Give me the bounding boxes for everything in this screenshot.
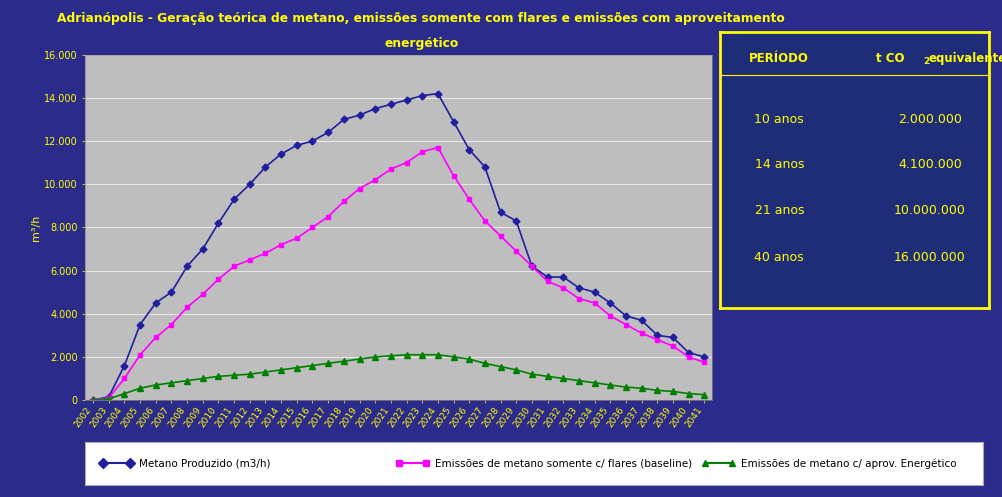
Text: 2: 2 bbox=[922, 57, 929, 66]
Text: 10.000.000: 10.000.000 bbox=[893, 204, 965, 217]
Text: 16.000.000: 16.000.000 bbox=[893, 250, 965, 263]
Text: energético: energético bbox=[384, 37, 458, 50]
Text: Adrianópolis - Geração teórica de metano, emissões somente com flares e emissões: Adrianópolis - Geração teórica de metano… bbox=[57, 12, 785, 25]
Text: Emissões de metano c/ aprov. Energético: Emissões de metano c/ aprov. Energético bbox=[739, 458, 955, 469]
Text: 21 anos: 21 anos bbox=[754, 204, 804, 217]
Y-axis label: m³/h: m³/h bbox=[31, 214, 41, 241]
Text: 4.100.000: 4.100.000 bbox=[897, 158, 961, 171]
Text: PERÍODO: PERÍODO bbox=[748, 52, 809, 65]
Text: t CO: t CO bbox=[875, 52, 904, 65]
Text: 10 anos: 10 anos bbox=[754, 113, 804, 126]
Text: Metano Produzido (m3/h): Metano Produzido (m3/h) bbox=[139, 458, 271, 469]
Text: Emissões de metano somente c/ flares (baseline): Emissões de metano somente c/ flares (ba… bbox=[435, 458, 691, 469]
Text: 2.000.000: 2.000.000 bbox=[897, 113, 961, 126]
Text: 40 anos: 40 anos bbox=[754, 250, 804, 263]
Text: equivalentes: equivalentes bbox=[928, 52, 1002, 65]
Text: 14 anos: 14 anos bbox=[754, 158, 804, 171]
